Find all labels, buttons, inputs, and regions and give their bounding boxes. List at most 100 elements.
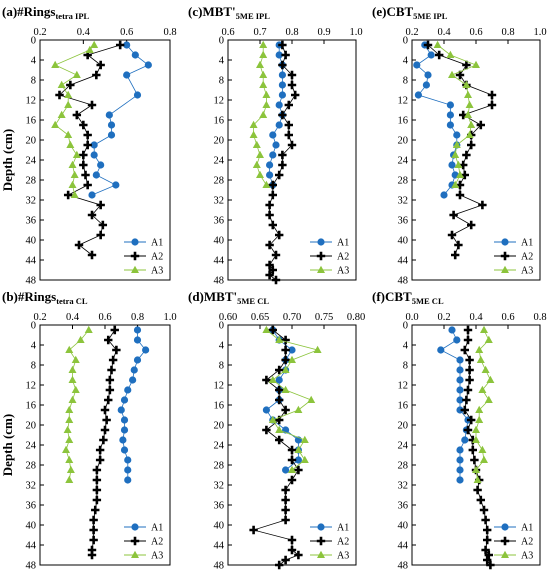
- data-point: [63, 425, 72, 433]
- data-point: [281, 405, 290, 415]
- data-point: [463, 425, 473, 435]
- y-tick-label: 44: [214, 541, 225, 552]
- data-point: [456, 396, 464, 404]
- data-point: [481, 545, 490, 555]
- panel-title-subscript: 5ME IPL: [236, 11, 271, 21]
- data-point: [294, 456, 302, 464]
- y-axis-label: Depth (cm): [0, 414, 15, 476]
- legend-label: A1: [151, 238, 163, 249]
- legend-label: A2: [151, 537, 163, 548]
- data-point: [271, 250, 281, 260]
- data-point: [433, 40, 442, 48]
- data-point: [287, 535, 297, 545]
- data-point: [92, 70, 101, 80]
- y-tick-label: 40: [214, 521, 225, 532]
- data-point: [413, 61, 421, 69]
- x-tick-label: 0.2: [437, 312, 450, 323]
- legend-marker: [131, 523, 139, 531]
- y-tick-label: 40: [398, 236, 409, 247]
- legend-marker: [131, 265, 139, 273]
- panel-title-main: CBT: [385, 289, 412, 304]
- data-point: [68, 375, 77, 383]
- data-point: [275, 230, 284, 240]
- data-point: [288, 346, 296, 354]
- y-tick-label: 16: [214, 401, 225, 412]
- series-line: [475, 329, 491, 481]
- data-point: [95, 445, 105, 455]
- data-point: [483, 555, 492, 565]
- data-point: [105, 385, 115, 395]
- data-point: [281, 505, 290, 515]
- data-point: [456, 456, 464, 464]
- y-tick-label: 36: [26, 216, 37, 227]
- legend-label: A3: [521, 266, 533, 277]
- legend: A1 A2 A3: [310, 523, 349, 562]
- x-tick-label: 0.8: [533, 312, 546, 323]
- data-point: [62, 445, 70, 453]
- data-point: [89, 525, 98, 535]
- data-point: [89, 535, 98, 545]
- legend: A1 A2 A3: [310, 238, 349, 277]
- data-point: [281, 50, 290, 60]
- data-point: [63, 190, 73, 200]
- data-point: [72, 70, 81, 78]
- y-tick-label: 40: [26, 521, 37, 532]
- x-tick-label: 0.0: [405, 312, 418, 323]
- legend-label: A2: [521, 537, 533, 548]
- data-point: [124, 386, 132, 394]
- data-point: [472, 465, 480, 473]
- panel-5: (f)CBT5ME CL0.0 0.2 0.4 0.6 0.80481216202428…: [372, 289, 547, 572]
- legend: A1 A2 A3: [494, 238, 533, 277]
- data-point: [294, 465, 303, 475]
- data-point: [300, 435, 309, 443]
- data-point: [120, 426, 129, 434]
- legend-label: A2: [151, 252, 163, 263]
- x-tick-label: 0.4: [77, 27, 91, 38]
- data-point: [79, 160, 88, 170]
- panel-letter: (f): [372, 289, 385, 304]
- data-point: [83, 180, 92, 190]
- y-tick-label: 0: [31, 321, 36, 332]
- y-tick-label: 16: [26, 116, 37, 127]
- series-line: [120, 330, 147, 480]
- y-tick-label: 24: [398, 156, 409, 167]
- data-point: [123, 41, 131, 49]
- legend-marker: [316, 536, 326, 546]
- data-point: [476, 355, 485, 363]
- y-tick-label: 32: [26, 196, 37, 207]
- data-point: [249, 525, 258, 535]
- data-point: [281, 555, 290, 565]
- data-point: [275, 170, 284, 180]
- panel-title: (d)MBT'5ME CL: [188, 289, 269, 306]
- legend-label: A2: [337, 537, 349, 548]
- data-point: [451, 180, 460, 188]
- series-A1: [117, 326, 150, 484]
- y-tick-label: 28: [214, 176, 225, 187]
- y-tick-label: 20: [26, 136, 37, 147]
- y-tick-label: 20: [398, 421, 409, 432]
- legend-marker: [501, 523, 509, 531]
- data-point: [79, 150, 88, 160]
- data-point: [65, 455, 74, 463]
- data-point: [288, 465, 296, 473]
- x-tick-label: 0.6: [469, 27, 482, 38]
- y-tick-label: 0: [219, 321, 224, 332]
- series-A2: [249, 325, 303, 570]
- data-point: [266, 171, 274, 179]
- data-point: [87, 550, 97, 560]
- y-tick-label: 36: [214, 501, 225, 512]
- legend-marker: [317, 238, 325, 246]
- data-point: [65, 345, 74, 353]
- data-point: [90, 141, 98, 149]
- data-point: [87, 210, 97, 220]
- data-point: [65, 415, 74, 423]
- y-tick-label: 48: [398, 276, 409, 287]
- data-point: [456, 356, 464, 364]
- data-point: [130, 366, 138, 374]
- panel-letter: (b): [2, 289, 18, 304]
- data-point: [462, 60, 471, 70]
- data-point: [272, 141, 280, 149]
- y-tick-label: 36: [398, 501, 409, 512]
